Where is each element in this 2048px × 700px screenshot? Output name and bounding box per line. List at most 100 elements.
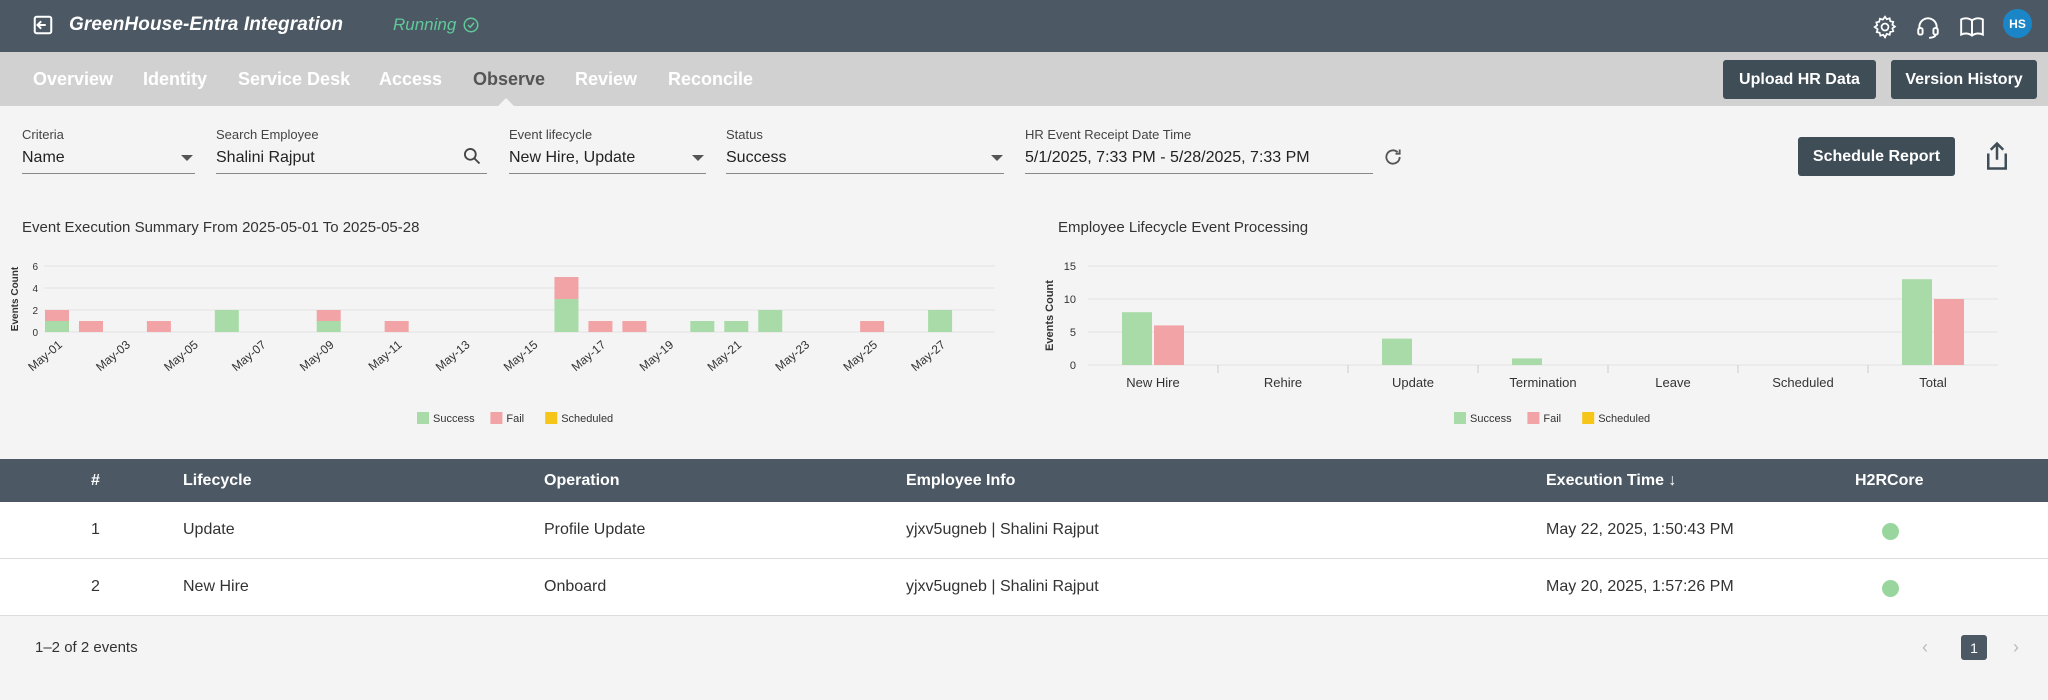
tab-overview[interactable]: Overview (33, 69, 114, 89)
page-button[interactable]: 1 (1961, 635, 1987, 660)
row-execution-time: May 20, 2025, 1:57:26 PM (1546, 578, 1734, 595)
y-axis-label: Events Count (10, 266, 21, 331)
legend-swatch (417, 412, 429, 424)
version-history-button[interactable]: Version History (1891, 60, 2037, 99)
legend-swatch (1527, 412, 1540, 424)
bar-fail (860, 321, 885, 332)
share-export-icon[interactable] (1982, 139, 2012, 173)
app-title: GreenHouse-Entra Integration (69, 14, 344, 35)
pagination-summary: 1–2 of 2 events (35, 639, 138, 656)
col-employee-info[interactable]: Employee Info (906, 472, 1016, 489)
legend-label: Success (1470, 413, 1512, 425)
refresh-icon[interactable] (1383, 147, 1403, 167)
bar-success (724, 321, 749, 332)
x-tick-label: May-23 (772, 337, 812, 374)
chevron-right-icon[interactable]: › (2013, 637, 2019, 657)
row-operation: Onboard (544, 578, 607, 595)
search-employee-input[interactable]: Shalini Rajput (216, 149, 315, 166)
status-dot-success (1882, 580, 1899, 597)
chevron-left-icon[interactable]: ‹ (1922, 637, 1928, 657)
bar-fail (554, 277, 579, 299)
x-tick-label: May-13 (433, 337, 473, 374)
col-operation[interactable]: Operation (544, 472, 620, 489)
legend-swatch (1582, 412, 1595, 424)
bar-success (214, 310, 239, 332)
tab-review[interactable]: Review (575, 69, 638, 89)
row-execution-time: May 22, 2025, 1:50:43 PM (1546, 521, 1734, 538)
table-row[interactable]: 1 Update Profile Update yjxv5ugneb | Sha… (0, 502, 2048, 559)
status-select[interactable]: Success (726, 149, 787, 166)
date-range-label: HR Event Receipt Date Time (1025, 127, 1192, 142)
criteria-underline (22, 173, 195, 174)
gear-icon[interactable] (1872, 14, 1898, 40)
headset-icon[interactable] (1915, 14, 1941, 40)
col-number[interactable]: # (91, 472, 100, 489)
x-tick-label: Scheduled (1772, 375, 1833, 390)
bar-success (758, 310, 783, 332)
row-operation: Profile Update (544, 521, 646, 538)
book-icon[interactable] (1959, 14, 1985, 40)
bar-success (928, 310, 953, 332)
top-header: GreenHouse-Entra Integration Running HS (0, 0, 2048, 52)
legend-swatch (490, 412, 503, 424)
y-tick-label: 0 (1070, 360, 1076, 372)
x-tick-label: May-09 (297, 337, 337, 374)
row-lifecycle: New Hire (183, 578, 249, 595)
y-tick-label: 10 (1064, 294, 1076, 306)
chevron-down-icon[interactable] (991, 155, 1003, 161)
status-underline (726, 173, 1004, 174)
avatar[interactable]: HS (2003, 9, 2032, 38)
event-lifecycle-label: Event lifecycle (509, 127, 593, 142)
col-execution-time[interactable]: Execution Time ↓ (1546, 472, 1677, 489)
tab-reconcile[interactable]: Reconcile (668, 69, 754, 89)
bar-success (690, 321, 715, 332)
x-tick-label: May-01 (25, 337, 65, 374)
x-tick-label: Rehire (1264, 375, 1302, 390)
summary-chart-title: Event Execution Summary From 2025-05-01 … (22, 219, 420, 236)
bar-fail (622, 321, 647, 332)
schedule-report-button[interactable]: Schedule Report (1798, 137, 1955, 176)
tab-observe[interactable]: Observe (473, 69, 546, 89)
date-underline (1025, 173, 1373, 174)
row-employee-info: yjxv5ugneb | Shalini Rajput (906, 578, 1099, 595)
upload-hr-data-button[interactable]: Upload HR Data (1723, 60, 1876, 99)
nav-bar: Overview Identity Service Desk Access Ob… (0, 52, 2048, 106)
x-tick-label: May-21 (705, 337, 745, 374)
criteria-label: Criteria (22, 127, 64, 142)
event-summary-chart: 0 2 4 6 Events Count May-01 May-03 May-05 May-07… (10, 262, 995, 425)
y-tick-label: 4 (32, 284, 38, 295)
tab-identity[interactable]: Identity (143, 69, 208, 89)
legend-label: Scheduled (1598, 413, 1650, 425)
table-header: # Lifecycle Operation Employee Info Exec… (0, 459, 2048, 502)
bar-success (1512, 358, 1542, 365)
x-tick-label: May-03 (93, 337, 133, 374)
table-row[interactable]: 2 New Hire Onboard yjxv5ugneb | Shalini … (0, 559, 2048, 616)
bar-success (554, 299, 579, 332)
col-lifecycle[interactable]: Lifecycle (183, 472, 252, 489)
row-number: 1 (91, 521, 100, 538)
search-icon[interactable] (462, 146, 482, 166)
bar-fail (146, 321, 171, 332)
x-tick-label: New Hire (1126, 375, 1179, 390)
bar-success (1122, 312, 1152, 365)
chevron-down-icon[interactable] (181, 155, 193, 161)
legend-label: Fail (1543, 413, 1561, 425)
date-range-input[interactable]: 5/1/2025, 7:33 PM - 5/28/2025, 7:33 PM (1025, 149, 1310, 166)
y-axis-label: Events Count (1044, 280, 1056, 351)
chevron-down-icon[interactable] (692, 155, 704, 161)
row-lifecycle: Update (183, 521, 235, 538)
tab-service-desk[interactable]: Service Desk (238, 69, 351, 89)
bar-success (45, 321, 69, 332)
lifecycle-processing-chart: 0 5 10 15 Events Count New Hire Rehire Update Te… (1044, 261, 1998, 425)
event-lifecycle-select[interactable]: New Hire, Update (509, 149, 636, 166)
y-tick-label: 15 (1064, 261, 1076, 273)
criteria-select[interactable]: Name (22, 149, 65, 166)
y-tick-label: 0 (32, 328, 38, 339)
legend-swatch (1454, 412, 1466, 424)
bar-fail (316, 310, 341, 321)
active-tab-caret (498, 98, 514, 106)
tab-access[interactable]: Access (379, 69, 443, 89)
col-h2rcore[interactable]: H2RCore (1855, 472, 1924, 489)
legend-label: Scheduled (561, 413, 613, 425)
back-arrow-icon[interactable] (32, 14, 54, 36)
